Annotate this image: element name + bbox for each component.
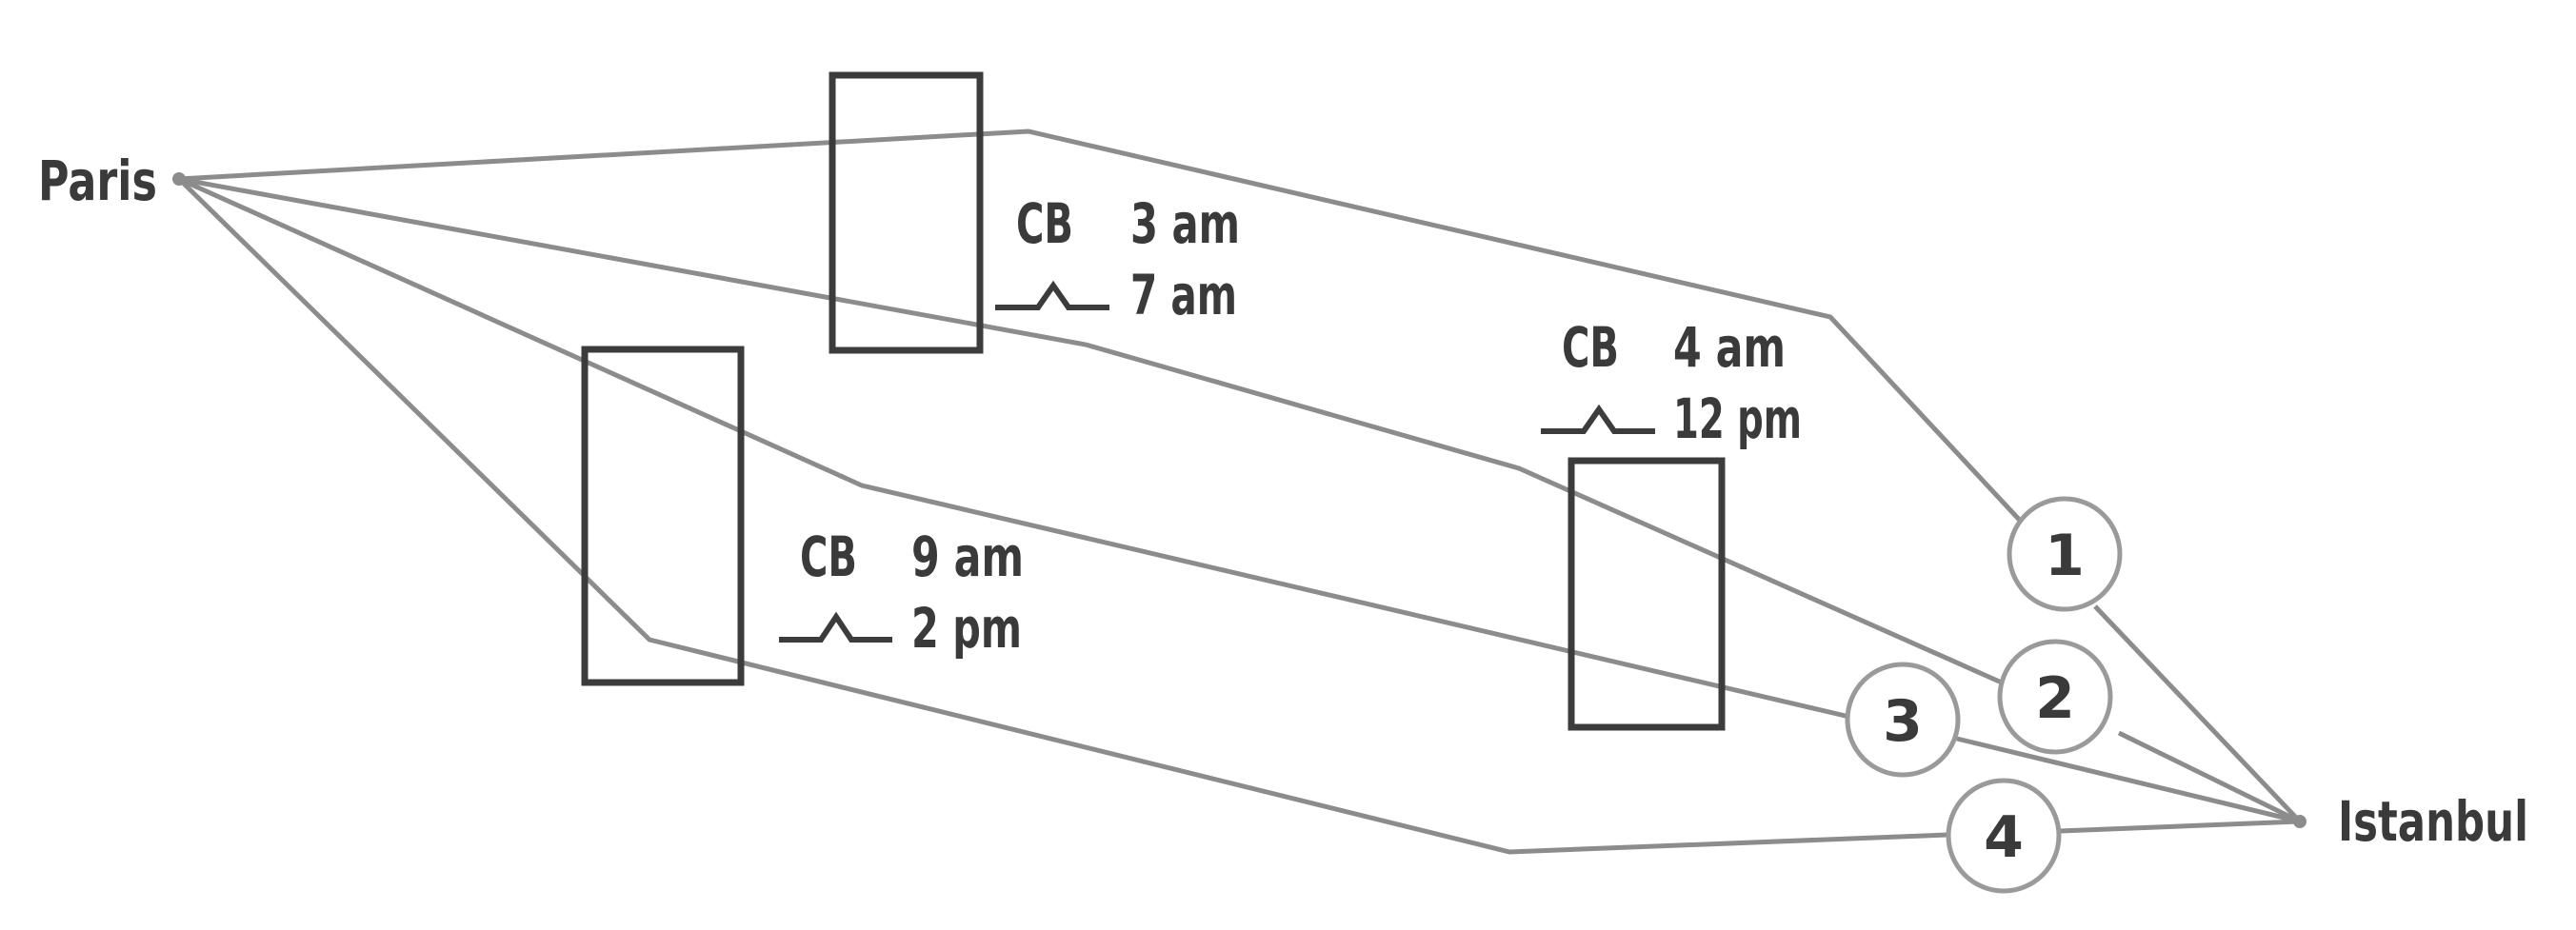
window-box-1 [829, 71, 984, 354]
window-3-transition-icon [1541, 404, 1655, 434]
route-badge-4: 4 [1946, 778, 2062, 894]
route-badge-4-number: 4 [1984, 804, 2024, 871]
route-line-1-end [2093, 604, 2302, 823]
route-line-4-end [2059, 819, 2301, 834]
window-1-end-time: 7 am [1130, 263, 1237, 327]
window-3-start-time: 4 am [1673, 315, 1786, 380]
window-1-label: CB [1016, 191, 1073, 256]
route-line-3 [177, 176, 1850, 720]
route-badge-2: 2 [1997, 639, 2113, 755]
window-2-label: CB [800, 524, 857, 589]
route-badge-3: 3 [1845, 662, 1961, 778]
window-2-start-time: 9 am [911, 524, 1024, 589]
window-1-transition-icon [995, 280, 1109, 310]
window-box-3 [1568, 457, 1726, 731]
route-badge-3-number: 3 [1883, 688, 1923, 755]
window-3-label: CB [1562, 315, 1619, 380]
route-badge-1: 1 [2007, 496, 2123, 612]
origin-city-label: Paris [38, 148, 157, 213]
route-line-2-end [2117, 730, 2302, 824]
istanbul-point [2293, 815, 2306, 828]
window-box-2 [581, 346, 745, 686]
paris-point [172, 172, 186, 186]
window-1-start-time: 3 am [1130, 191, 1240, 256]
route-line-1 [178, 129, 2027, 527]
route-line-3-end [1956, 736, 2301, 824]
route-line-2 [178, 176, 2014, 690]
route-badge-1-number: 1 [2045, 523, 2085, 589]
route-badge-2-number: 2 [2035, 665, 2075, 732]
route-line-4 [177, 177, 1948, 855]
window-2-end-time: 2 pm [911, 596, 1022, 661]
window-2-transition-icon [779, 611, 892, 643]
destination-city-label: Istanbul [2338, 789, 2528, 854]
window-3-end-time: 12 pm [1673, 386, 1802, 451]
